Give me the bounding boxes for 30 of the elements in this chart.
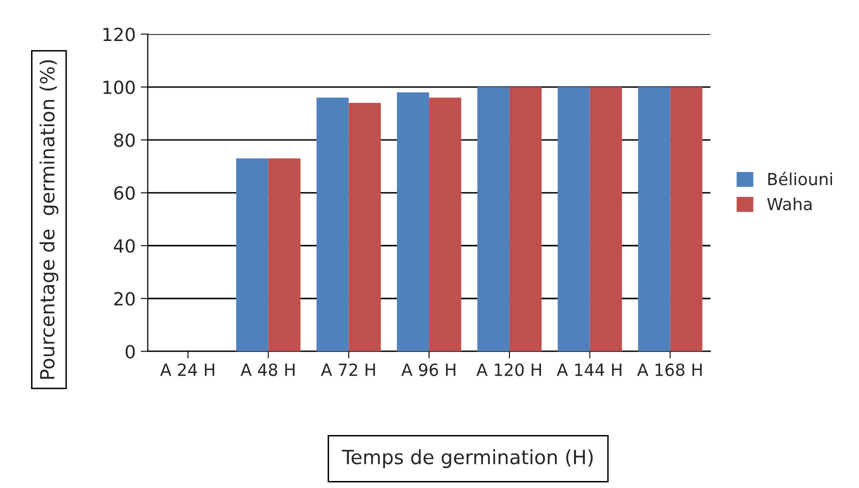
x-tick-label: A 168 H [637, 363, 702, 376]
y-tick-label: 120 [103, 28, 135, 42]
bar [670, 87, 702, 352]
bar [429, 98, 462, 352]
y-tick-label: 40 [114, 239, 135, 253]
y-tick-label: 0 [126, 344, 135, 358]
bar [268, 158, 300, 352]
y-tick-label: 20 [114, 292, 135, 306]
legend-label: Béliouni [768, 172, 832, 186]
x-tick-label: A 24 H [160, 363, 214, 376]
bar [558, 87, 590, 352]
bar [638, 87, 670, 352]
x-tick-label: A 48 H [240, 363, 295, 376]
bar [236, 158, 268, 352]
bar [590, 87, 622, 352]
x-axis-title: Temps de germination (H) [342, 449, 593, 468]
x-tick-label: A 96 H [401, 363, 456, 376]
bar [509, 87, 542, 352]
y-tick-label: 100 [103, 80, 135, 94]
legend-label: Waha [767, 197, 812, 210]
x-tick-label: A 144 H [556, 364, 622, 376]
bar [396, 92, 430, 352]
bar [348, 102, 381, 352]
x-tick-label: A 120 H [476, 363, 541, 376]
bar [316, 98, 349, 352]
y-tick-label: 80 [114, 133, 135, 148]
bar [477, 87, 510, 352]
x-tick-label: A 72 H [320, 363, 375, 376]
y-axis-title: Pourcentage de germination (%) [40, 60, 58, 379]
y-tick-label: 60 [114, 186, 135, 200]
